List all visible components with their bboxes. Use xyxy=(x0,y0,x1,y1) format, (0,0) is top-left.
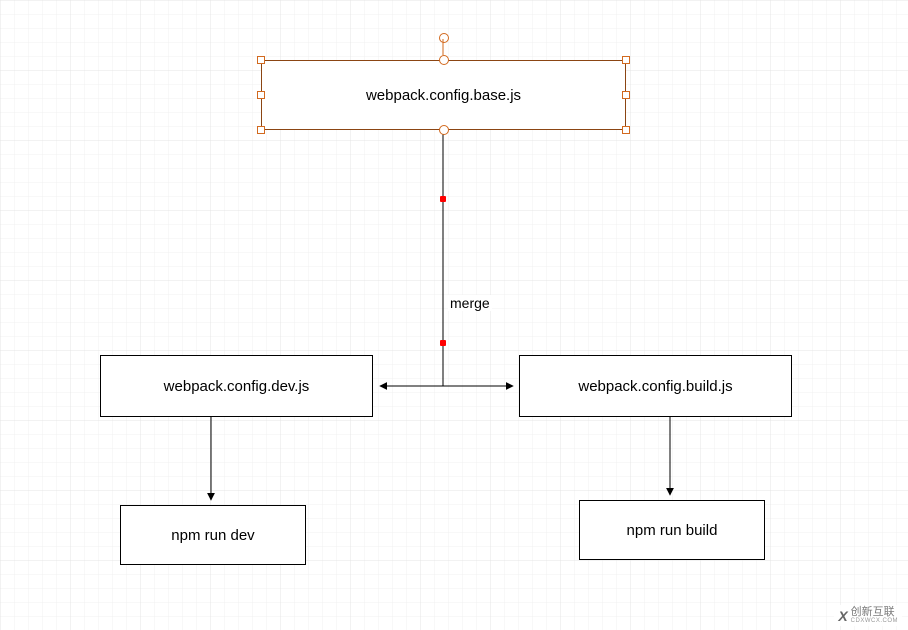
diagram-canvas[interactable]: merge webpack.config.base.js webpack.con… xyxy=(0,0,908,630)
resize-handle-sw[interactable] xyxy=(257,126,265,134)
resize-handle-w[interactable] xyxy=(257,91,265,99)
node-run-build[interactable]: npm run build xyxy=(579,500,765,560)
node-label: npm run build xyxy=(627,522,718,539)
node-dev[interactable]: webpack.config.dev.js xyxy=(100,355,373,417)
node-label: webpack.config.dev.js xyxy=(164,378,310,395)
node-label: npm run dev xyxy=(171,527,254,544)
edge-label-merge: merge xyxy=(448,295,492,311)
resize-handle-nw[interactable] xyxy=(257,56,265,64)
node-run-dev[interactable]: npm run dev xyxy=(120,505,306,565)
watermark-text: 创新互联 xyxy=(851,606,895,618)
resize-handle-e[interactable] xyxy=(622,91,630,99)
watermark-subtext: CDXWCX.COM xyxy=(851,618,898,624)
rotate-handle-stem xyxy=(443,39,444,55)
connector-dot xyxy=(440,340,446,346)
connector-handle-s[interactable] xyxy=(439,125,449,135)
node-label: webpack.config.build.js xyxy=(578,378,732,395)
node-base[interactable]: webpack.config.base.js xyxy=(261,60,626,130)
node-label: webpack.config.base.js xyxy=(366,87,521,104)
resize-handle-se[interactable] xyxy=(622,126,630,134)
node-build[interactable]: webpack.config.build.js xyxy=(519,355,792,417)
connector-handle-n[interactable] xyxy=(439,55,449,65)
watermark-logo-icon: X xyxy=(838,608,847,624)
resize-handle-ne[interactable] xyxy=(622,56,630,64)
connector-dot xyxy=(440,196,446,202)
watermark: X 创新互联 CDXWCX.COM xyxy=(834,605,902,626)
